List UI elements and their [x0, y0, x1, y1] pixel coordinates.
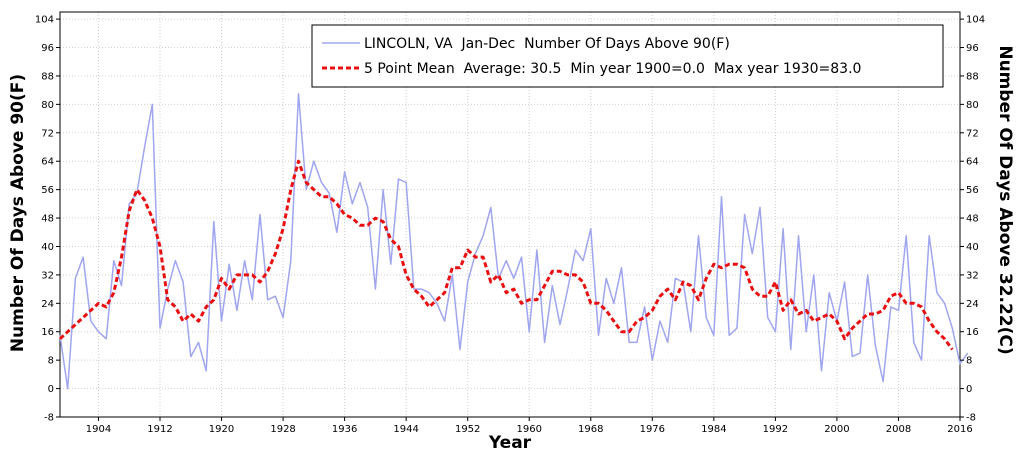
x-tick-label: 2000 [824, 424, 849, 435]
y-right-tick-label: 80 [966, 100, 979, 111]
y-left-tick-label: 40 [41, 242, 54, 253]
series-line-5pt-mean [58, 159, 954, 351]
y-right-tick-label: 104 [966, 15, 985, 26]
y-right-tick-label: 56 [966, 185, 979, 196]
x-tick-label: 1984 [701, 424, 726, 435]
y-axis-left-title: Number Of Days Above 90(F) [8, 74, 28, 352]
y-left-tick-label: 80 [41, 100, 54, 111]
x-axis-title: Year [488, 433, 532, 453]
y-left-tick-label: 104 [35, 15, 54, 26]
y-left-tick-label: 88 [41, 71, 54, 82]
x-tick-label: 1976 [640, 424, 665, 435]
y-right-tick-label: 8 [966, 356, 972, 367]
y-axis-right: -8 0 8 16 24 32 40 48 56 64 72 80 88 96 104 [960, 15, 985, 424]
y-right-tick-label: 16 [966, 327, 979, 338]
y-left-tick-label: 56 [41, 185, 54, 196]
x-tick-label: 1912 [147, 424, 172, 435]
y-left-tick-label: 48 [41, 214, 54, 225]
x-tick-label: 1936 [332, 424, 357, 435]
y-left-tick-label: 24 [41, 299, 54, 310]
y-right-tick-label: -8 [966, 413, 976, 424]
y-right-tick-label: 32 [966, 270, 979, 281]
x-tick-label: 1920 [209, 424, 234, 435]
legend-label-annual: LINCOLN, VA Jan-Dec Number Of Days Above… [364, 36, 730, 52]
x-tick-label: 1904 [86, 424, 111, 435]
plot-frame [59, 11, 961, 418]
y-right-tick-label: 40 [966, 242, 979, 253]
x-tick-label: 1928 [270, 424, 295, 435]
legend: LINCOLN, VA Jan-Dec Number Of Days Above… [311, 24, 944, 88]
y-right-tick-label: 72 [966, 128, 979, 139]
x-tick-label: 1960 [517, 424, 542, 435]
x-tick-label: 2016 [947, 424, 972, 435]
series-line-annual [59, 92, 969, 390]
y-left-tick-label: 64 [41, 157, 54, 168]
x-tick-label: 1952 [455, 424, 480, 435]
y-right-tick-label: 48 [966, 214, 979, 225]
y-left-tick-label: 8 [48, 356, 54, 367]
y-left-tick-label: 32 [41, 270, 54, 281]
legend-box [311, 24, 944, 88]
y-right-tick-label: 96 [966, 43, 979, 54]
x-tick-label: 2008 [886, 424, 911, 435]
x-tick-label: 1944 [393, 424, 418, 435]
legend-label-mean: 5 Point Mean Average: 30.5 Min year 1900… [364, 61, 861, 77]
series-layer [58, 92, 969, 390]
y-left-tick-label: 0 [48, 384, 54, 395]
y-left-tick-label: 96 [41, 43, 54, 54]
y-left-tick-label: -8 [44, 413, 54, 424]
y-right-tick-label: 0 [966, 384, 972, 395]
y-right-tick-label: 88 [966, 71, 979, 82]
x-tick-label: 1992 [763, 424, 788, 435]
y-right-tick-label: 64 [966, 157, 979, 168]
y-right-tick-label: 24 [966, 299, 979, 310]
x-tick-label: 1968 [578, 424, 603, 435]
y-axis-right-title: Number Of Days Above 32.22(C) [995, 45, 1015, 354]
y-left-tick-label: 72 [41, 128, 54, 139]
x-axis: 1904 1912 1920 1928 1936 1944 1952 1960 1968 1976… [86, 417, 973, 435]
y-left-tick-label: 16 [41, 327, 54, 338]
y-axis-left: -8 0 8 16 24 32 40 48 56 64 72 80 88 96 104 [35, 15, 60, 424]
